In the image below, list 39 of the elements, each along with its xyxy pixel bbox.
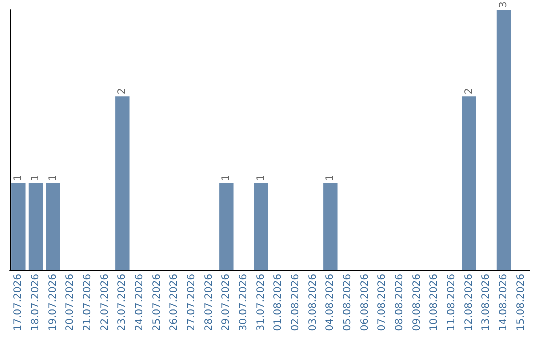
x-tick-label: 31.07.2026 — [256, 274, 267, 332]
data-label: 1 — [13, 174, 24, 182]
x-tick-label: 11.08.2026 — [446, 274, 458, 332]
x-tick-label: 19.07.2026 — [48, 274, 59, 332]
x-tick-label: 23.07.2026 — [117, 274, 128, 332]
x-tick-label: 17.07.2026 — [13, 274, 24, 332]
x-tick-label: 22.07.2026 — [100, 274, 111, 332]
x-tick-label: 29.07.2026 — [221, 274, 232, 332]
x-tick-label: 04.08.2026 — [325, 274, 336, 332]
data-label: 2 — [117, 88, 128, 95]
data-label: 1 — [256, 174, 267, 182]
x-tick-label: 18.07.2026 — [30, 274, 42, 332]
x-tick-label: 10.08.2026 — [429, 274, 440, 332]
x-tick-label: 08.08.2026 — [394, 274, 406, 332]
x-tick-label: 02.08.2026 — [290, 274, 302, 332]
data-label: 1 — [30, 174, 42, 182]
x-tick-label: 09.08.2026 — [412, 274, 423, 332]
x-tick-label: 24.07.2026 — [134, 274, 146, 332]
x-tick-label: 21.07.2026 — [82, 274, 94, 332]
data-label: 3 — [498, 2, 510, 8]
x-tick-label: 20.07.2026 — [65, 274, 76, 332]
x-tick-label: 07.08.2026 — [377, 274, 388, 332]
x-tick-label: 12.08.2026 — [464, 274, 475, 332]
data-label: 2 — [464, 88, 475, 95]
data-label: 1 — [48, 174, 59, 182]
x-tick-label: 03.08.2026 — [308, 274, 319, 332]
data-label: 1 — [221, 174, 232, 182]
x-tick-label: 26.07.2026 — [169, 274, 180, 332]
data-label: 1 — [325, 174, 336, 182]
x-tick-label: 01.08.2026 — [273, 274, 284, 332]
x-tick-label: 30.07.2026 — [238, 274, 250, 332]
x-tick-label: 05.08.2026 — [342, 274, 354, 332]
x-tick-label: 28.07.2026 — [204, 274, 215, 332]
x-tick-label: 06.08.2026 — [360, 274, 371, 332]
x-tick-label: 25.07.2026 — [152, 274, 163, 332]
x-tick-label: 14.08.2026 — [498, 274, 510, 332]
x-tick-label: 27.07.2026 — [186, 274, 198, 332]
x-tick-label: 15.08.2026 — [516, 274, 527, 332]
x-tick-label: 13.08.2026 — [481, 274, 492, 332]
